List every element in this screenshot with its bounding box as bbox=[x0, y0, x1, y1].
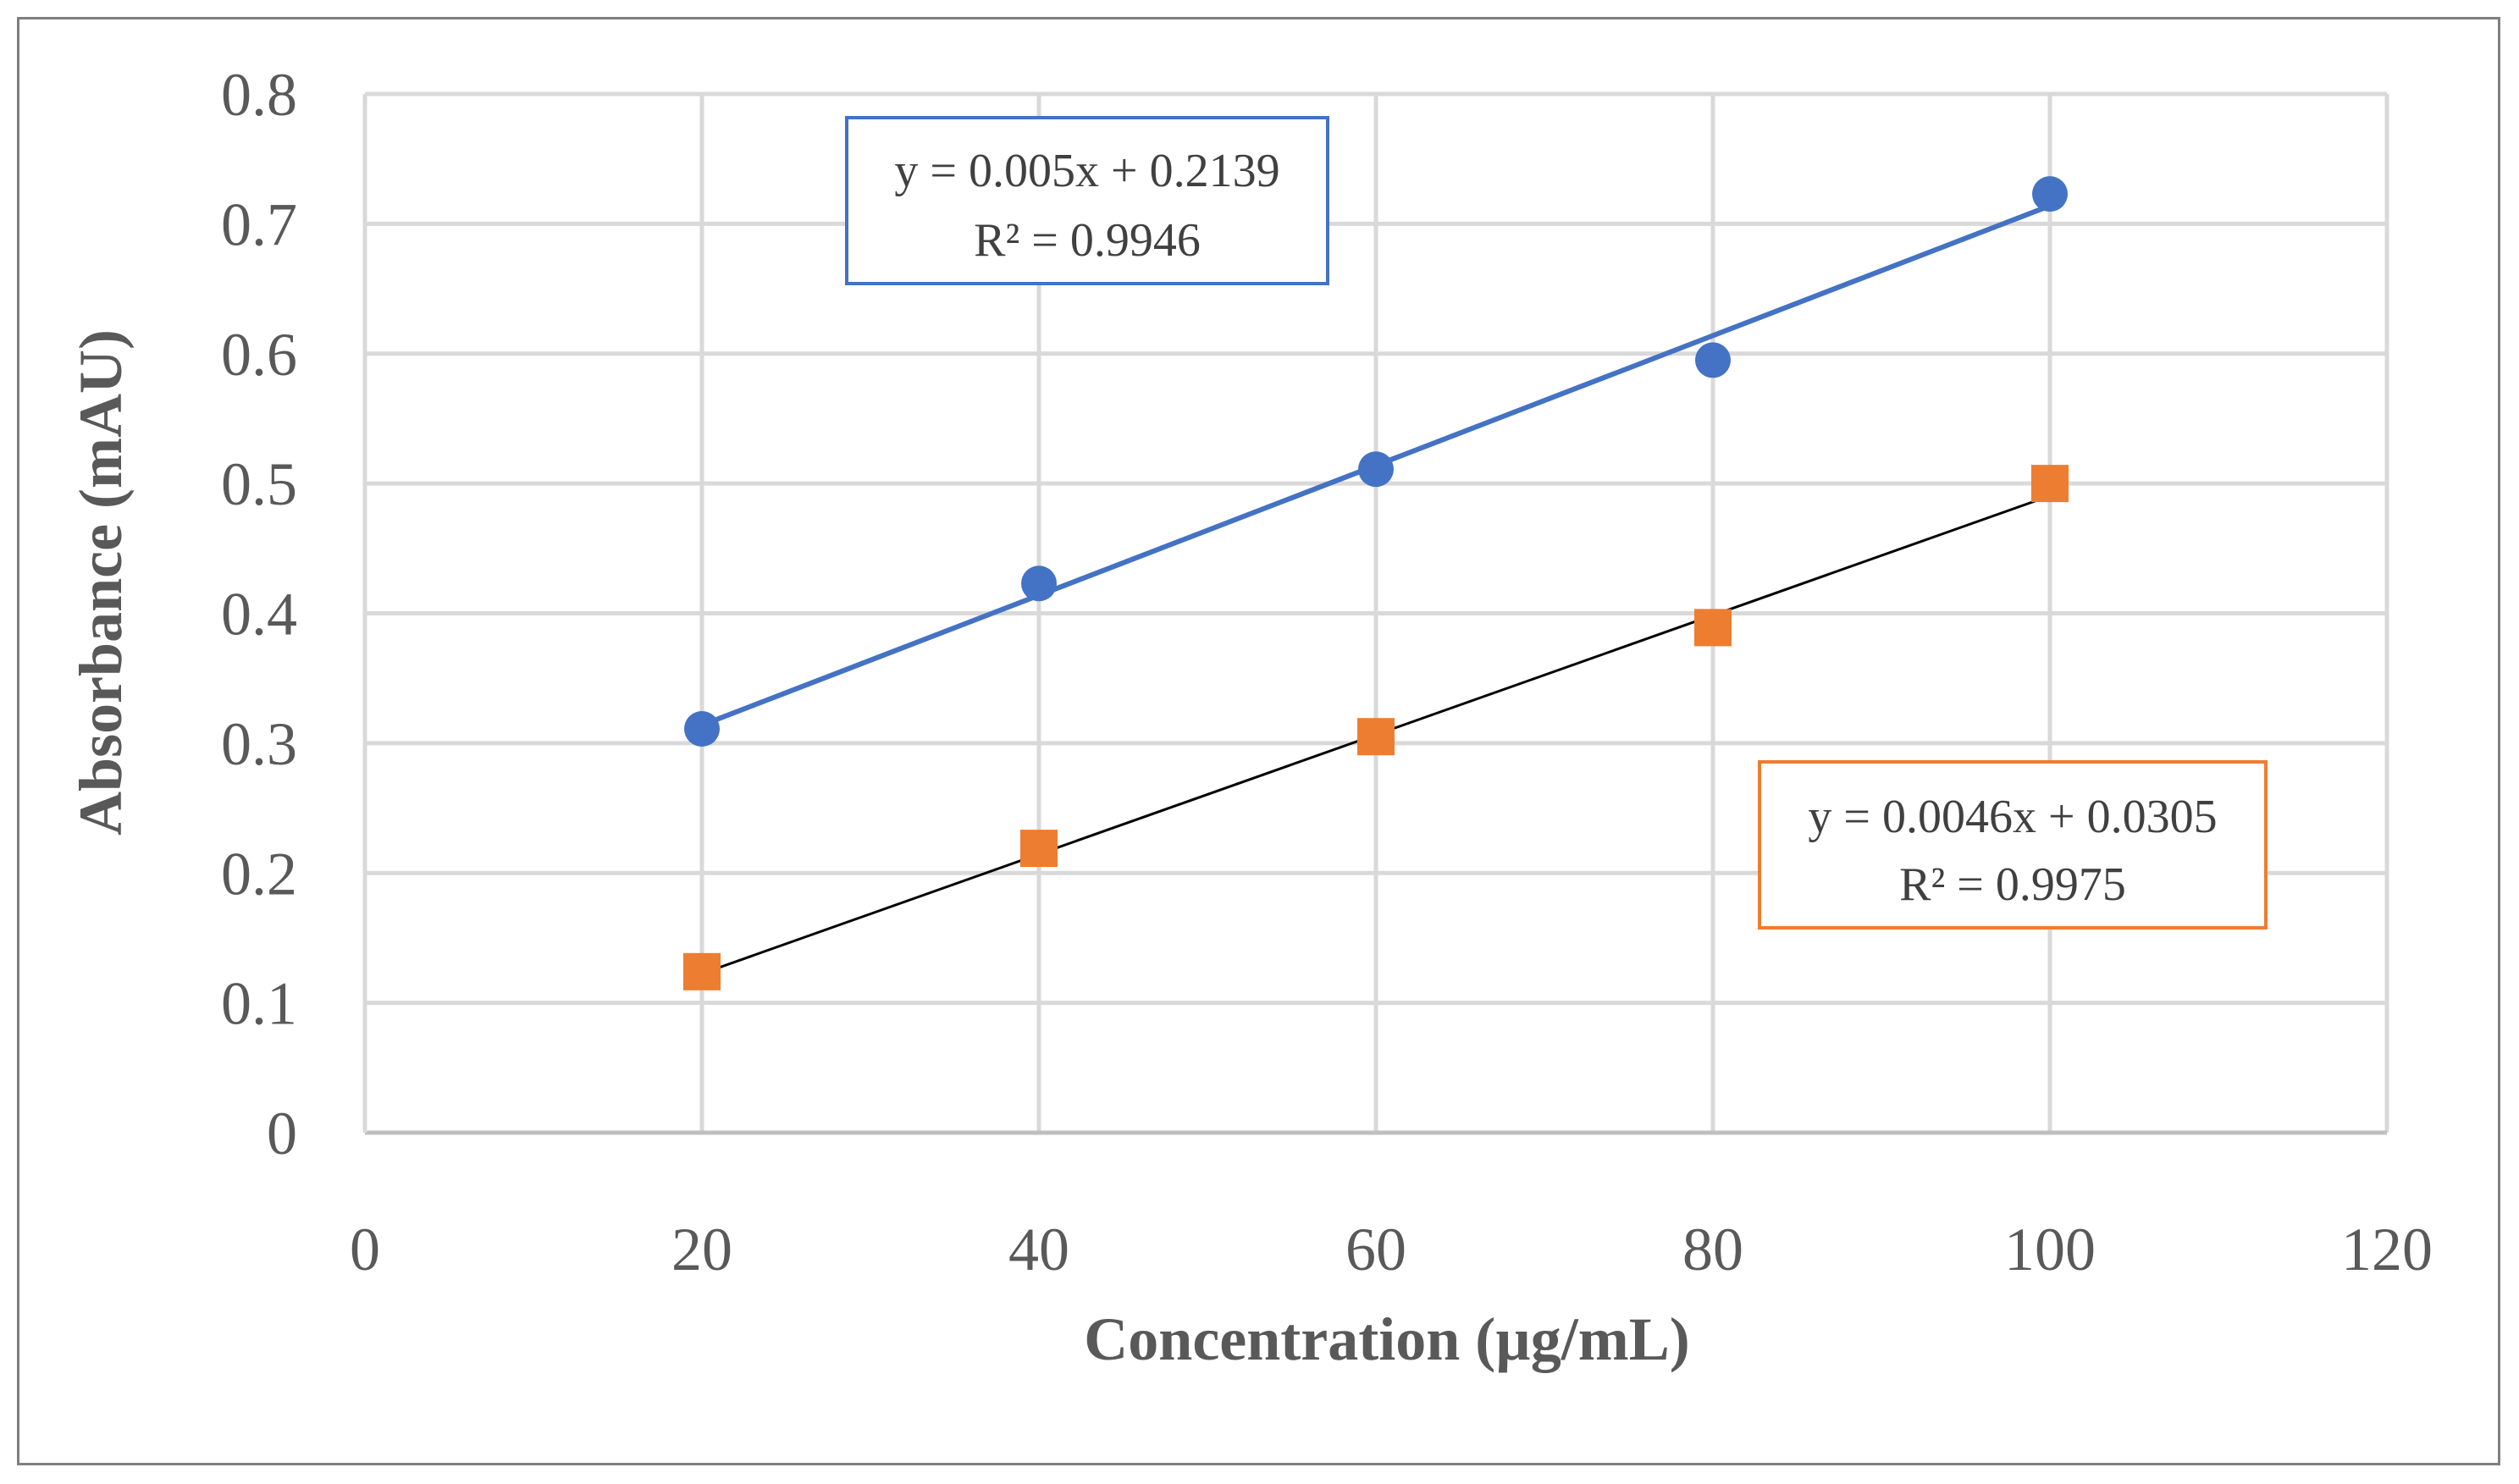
y-tick-label-0.6: 0.6 bbox=[221, 321, 297, 389]
x-tick-label-80: 80 bbox=[1682, 1216, 1743, 1283]
y-tick-label-0.7: 0.7 bbox=[221, 190, 297, 258]
x-tick-label-120: 120 bbox=[2341, 1216, 2433, 1283]
marker-series-2-point-1 bbox=[683, 952, 721, 990]
equation-box-series-2: y = 0.0046x + 0.0305 R² = 0.9975 bbox=[1758, 760, 2268, 930]
chart-svg: 0 20 40 60 80 100 120 0 0.1 0.2 0.3 0.4 0.5 0.6 0.7 0.8… bbox=[67, 61, 2433, 1373]
y-tick-label-0.2: 0.2 bbox=[221, 840, 297, 908]
x-tick-label-0: 0 bbox=[350, 1216, 380, 1283]
x-tick-label-100: 100 bbox=[2004, 1216, 2096, 1283]
marker-series-2-point-5 bbox=[2031, 465, 2069, 503]
r2-series-2: R² = 0.9975 bbox=[1899, 858, 2126, 911]
y-axis-title: Absorbance (mAU) bbox=[67, 329, 135, 836]
marker-series-1-point-5 bbox=[2032, 176, 2068, 212]
x-tick-label-40: 40 bbox=[1008, 1216, 1069, 1283]
marker-series-2-point-3 bbox=[1357, 718, 1395, 756]
marker-series-2-point-4 bbox=[1694, 609, 1732, 647]
equation-box-series-2-frame bbox=[1758, 760, 2268, 930]
y-tick-label-0.5: 0.5 bbox=[221, 450, 297, 518]
x-tick-label-20: 20 bbox=[671, 1216, 732, 1283]
x-axis-title: Concentration (µg/mL) bbox=[1084, 1305, 1689, 1373]
tick-label-layer: 0 20 40 60 80 100 120 0 0.1 0.2 0.3 0.4 0.5 0.6 0.7 0.8 bbox=[221, 61, 2433, 1283]
y-tick-label-0.8: 0.8 bbox=[221, 61, 297, 129]
x-tick-label-60: 60 bbox=[1345, 1216, 1406, 1283]
equation-box-series-1-frame bbox=[845, 116, 1329, 285]
equation-series-1: y = 0.005x + 0.2139 bbox=[894, 145, 1279, 197]
y-tick-label-0.1: 0.1 bbox=[221, 970, 297, 1038]
marker-series-1-point-1 bbox=[684, 711, 720, 748]
y-tick-label-0: 0 bbox=[267, 1100, 297, 1167]
marker-series-2-point-2 bbox=[1020, 830, 1058, 868]
y-tick-label-0.4: 0.4 bbox=[221, 581, 297, 648]
marker-series-1-point-4 bbox=[1695, 342, 1731, 378]
marker-series-1-point-3 bbox=[1358, 451, 1394, 488]
equation-series-2: y = 0.0046x + 0.0305 bbox=[1808, 791, 2217, 843]
r2-series-1: R² = 0.9946 bbox=[974, 214, 1201, 267]
marker-series-1-point-2 bbox=[1021, 565, 1057, 602]
marker-layer bbox=[683, 176, 2069, 990]
chart-frame: 0 20 40 60 80 100 120 0 0.1 0.2 0.3 0.4 0.5 0.6 0.7 0.8… bbox=[17, 17, 2500, 1465]
equation-box-series-1: y = 0.005x + 0.2139 R² = 0.9946 bbox=[845, 116, 1329, 285]
y-tick-label-0.3: 0.3 bbox=[221, 710, 297, 778]
grid-layer bbox=[362, 91, 2389, 1135]
